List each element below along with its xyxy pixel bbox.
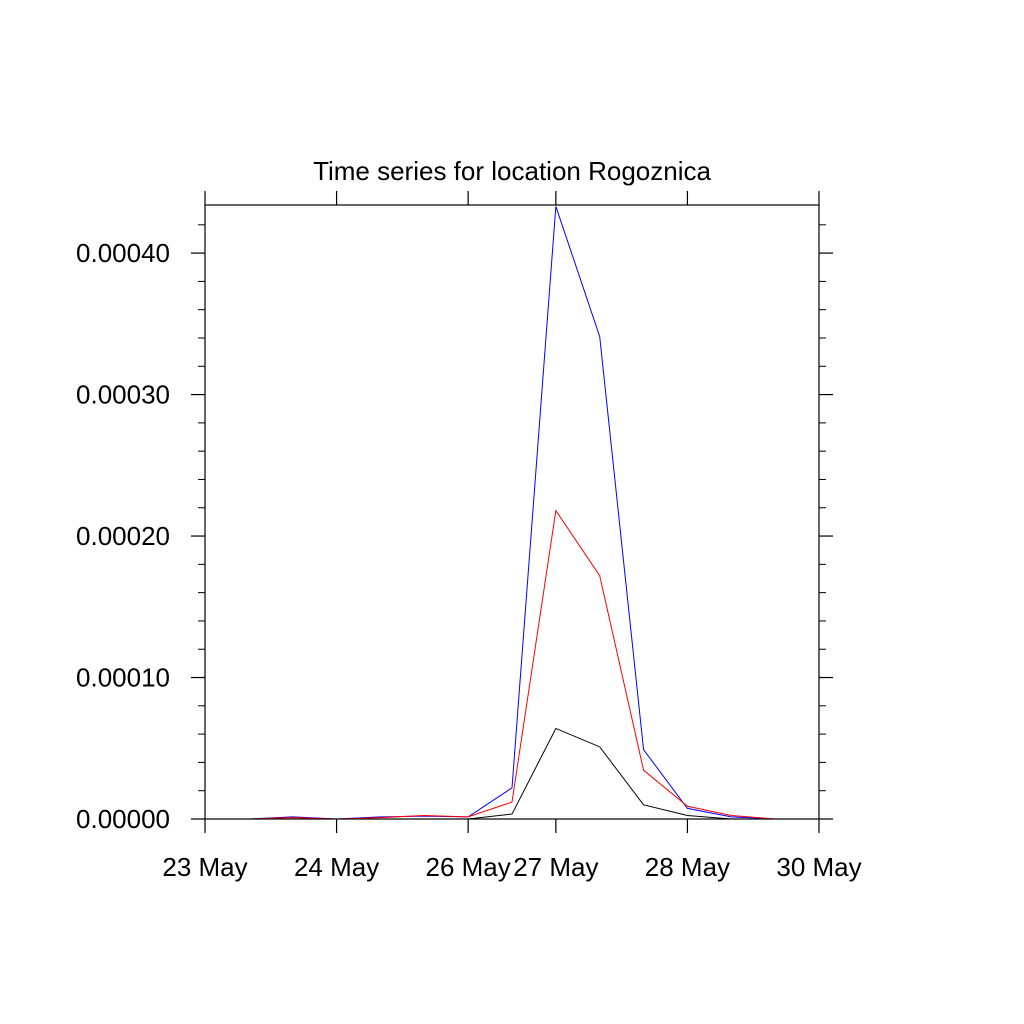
y-axis-tick-labels: 0.00000 0.00010 0.00020 0.00030 0.00040 (76, 238, 170, 834)
y-tick-label: 0.00010 (76, 663, 170, 693)
series-line-2 (205, 509, 819, 820)
y-tick-label: 0.00040 (76, 238, 170, 268)
y-tick-label: 0.00020 (76, 521, 170, 551)
x-tick-label: 27 May (513, 852, 598, 882)
plot-frame (204, 204, 820, 820)
x-axis-tick-labels: 23 May 24 May 26 May 27 May 28 May 30 May (162, 852, 861, 882)
x-tick-label: 24 May (294, 852, 379, 882)
chart-title: Time series for location Rogoznica (313, 156, 711, 186)
series-line-1 (205, 206, 819, 820)
x-tick-label: 26 May (426, 852, 511, 882)
series-lines (205, 206, 819, 820)
x-tick-label: 23 May (162, 852, 247, 882)
axis-ticks (191, 191, 833, 833)
y-tick-label: 0.00000 (76, 804, 170, 834)
y-tick-label: 0.00030 (76, 380, 170, 410)
x-tick-label: 28 May (645, 852, 730, 882)
x-tick-label: 30 May (776, 852, 861, 882)
series-line-3 (205, 727, 819, 820)
